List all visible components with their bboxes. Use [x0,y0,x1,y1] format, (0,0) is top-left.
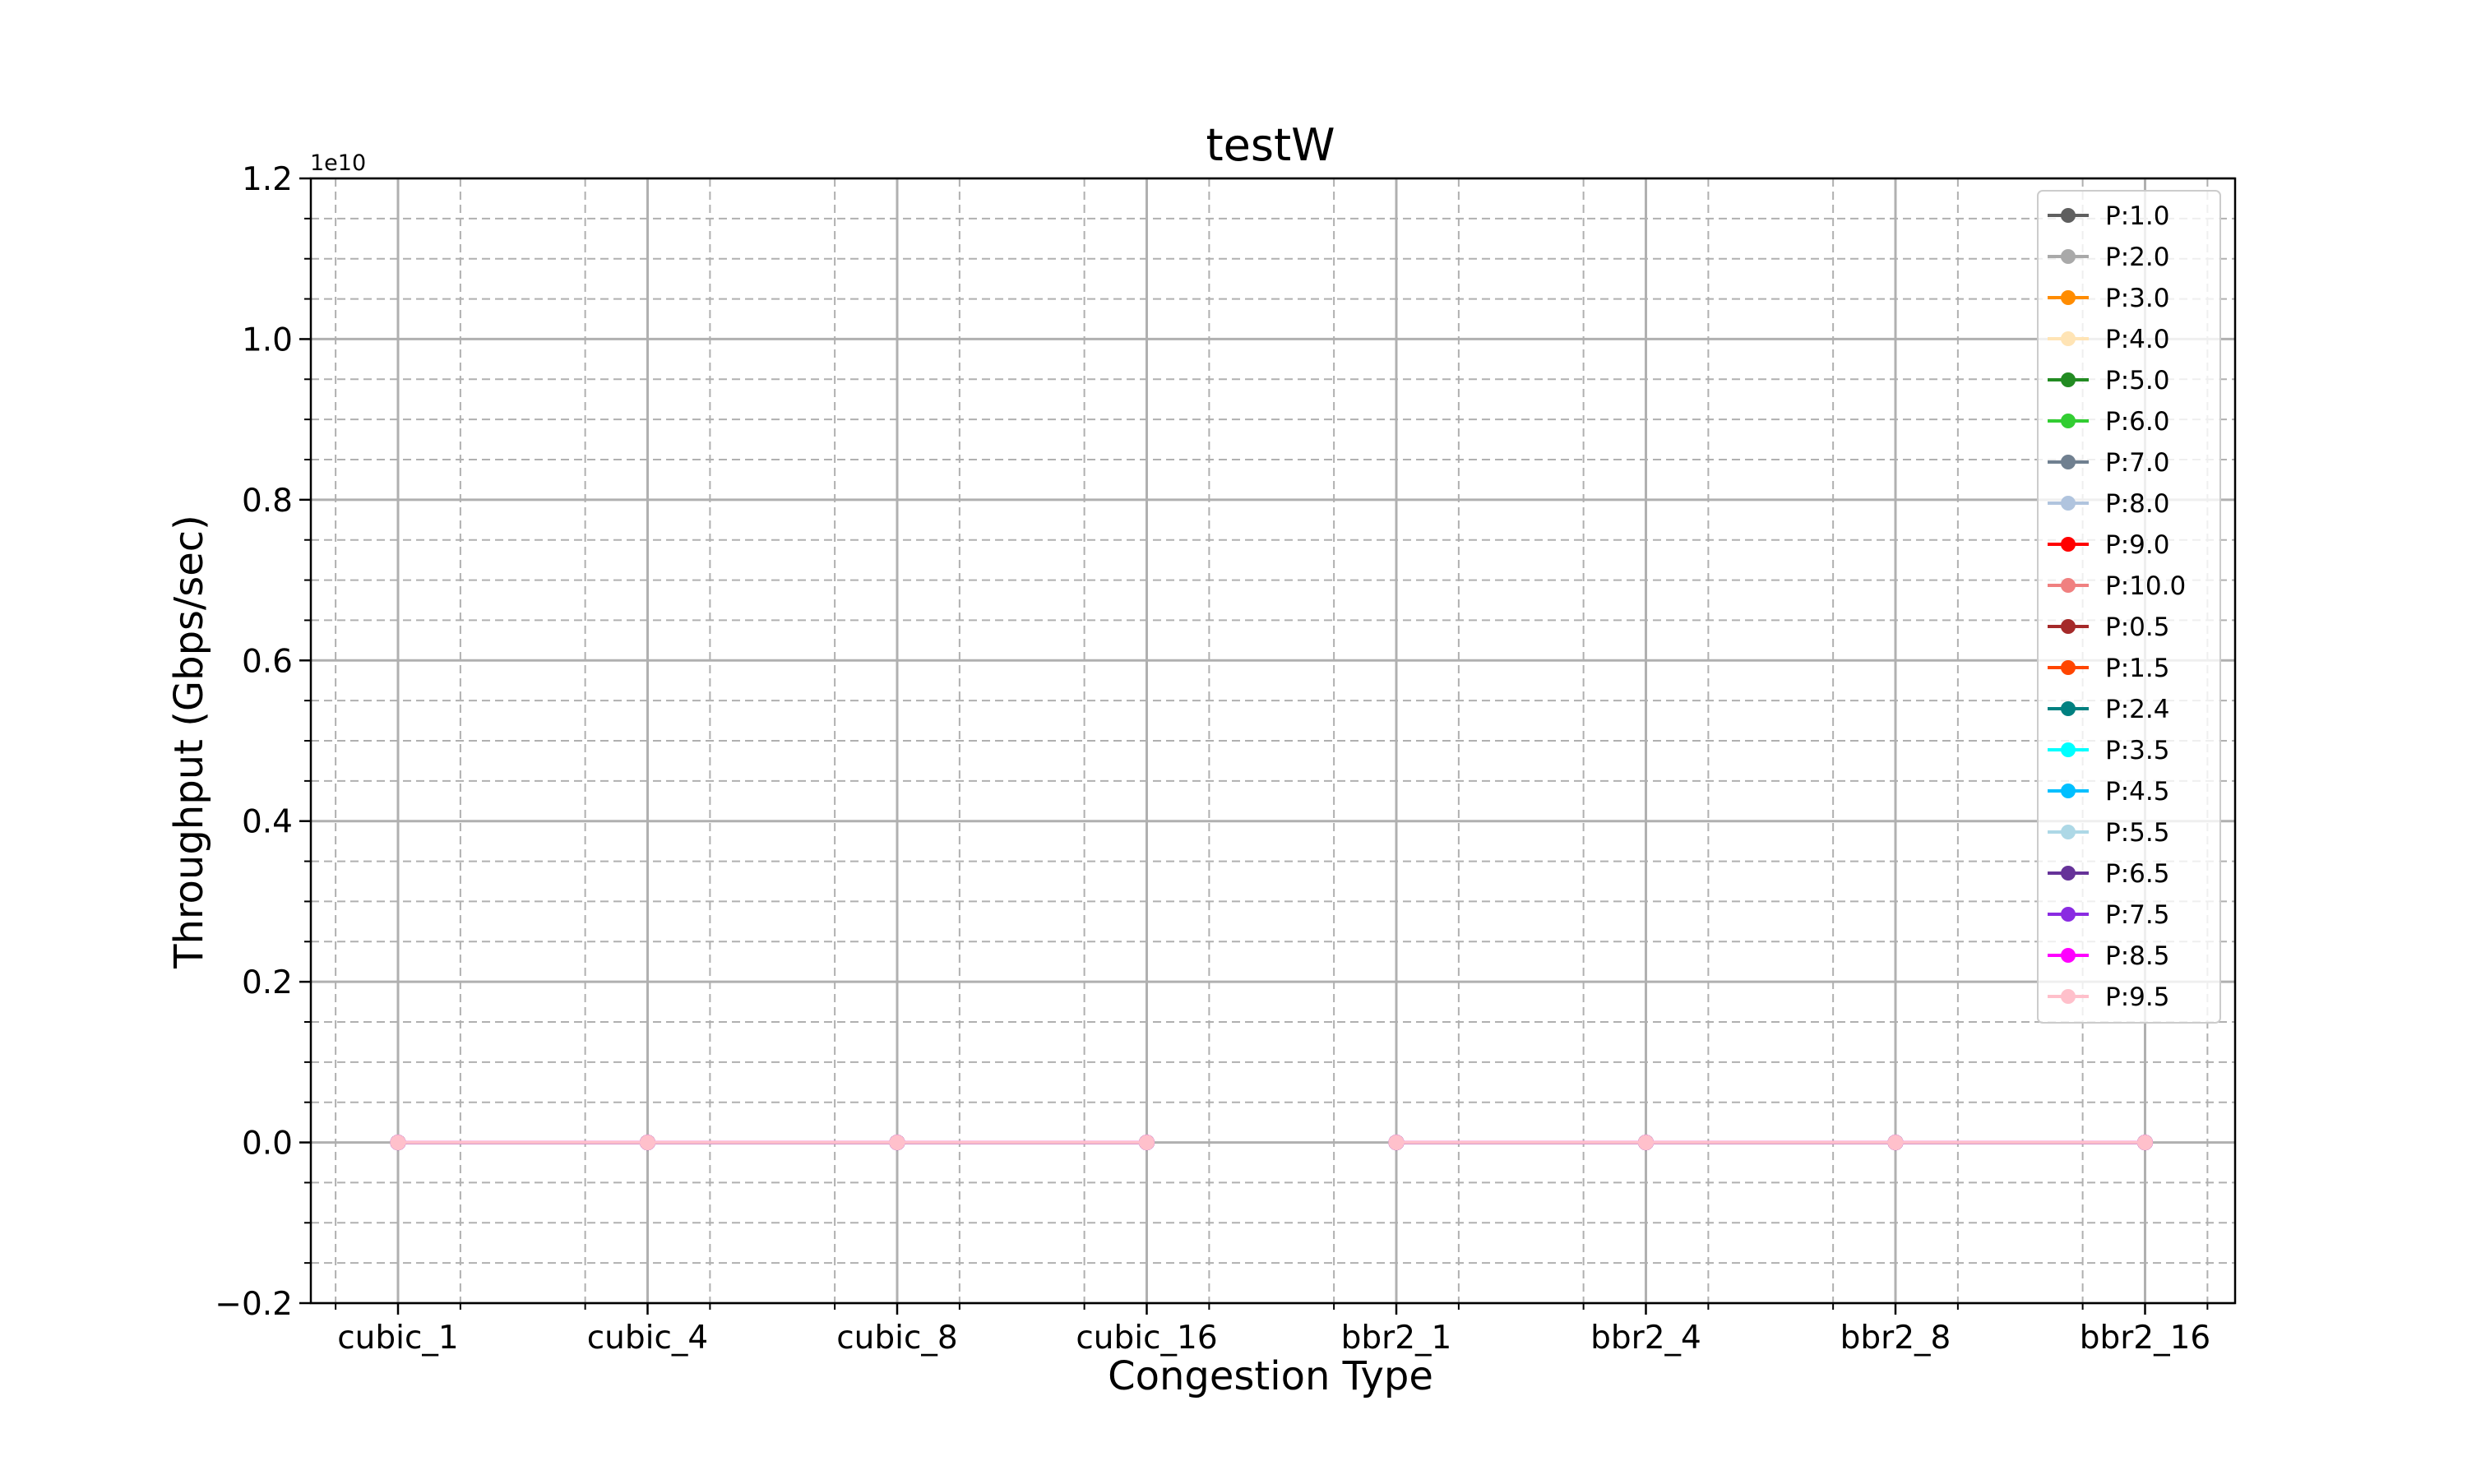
legend-label: P:6.5 [2105,859,2169,889]
legend-label: P:5.5 [2105,818,2169,848]
data-point [390,1135,406,1151]
legend-swatch-marker [2061,989,2076,1004]
x-axis-label: Congestion Type [1108,1353,1433,1399]
x-tick-label: cubic_8 [836,1320,958,1357]
legend-label: P:4.0 [2105,325,2169,354]
legend-label: P:9.5 [2105,982,2169,1012]
chart-title: testW [1206,119,1335,171]
x-tick-label: cubic_16 [1076,1320,1217,1357]
legend-label: P:6.0 [2105,407,2169,437]
legend-swatch-marker [2061,866,2076,881]
y-axis-label: Throughput (Gbps/sec) [166,515,212,969]
y-tick-label: 1.2 [242,161,293,198]
legend-swatch-marker [2061,372,2076,387]
legend-swatch-marker [2061,414,2076,428]
legend-swatch-marker [2061,619,2076,634]
axis-layer: −0.2 0.0 0.2 0.4 0.6 0.8 1.0 1.2 cubic_1 cubic_4 c… [215,161,2210,1357]
data-point [1887,1135,1904,1151]
legend-label: P:9.0 [2105,530,2169,560]
series-layer [390,1135,2153,1151]
legend-swatch-marker [2061,578,2076,593]
x-tick-label: cubic_1 [337,1320,459,1357]
legend-label: P:1.0 [2105,201,2169,231]
y-tick-label: 0.0 [242,1126,293,1163]
legend-label: P:3.0 [2105,284,2169,313]
legend-label: P:0.5 [2105,613,2169,642]
legend-swatch-marker [2061,660,2076,675]
legend-label: P:10.0 [2105,571,2186,601]
legend-label: P:4.5 [2105,777,2169,807]
x-tick-label: bbr2_1 [1341,1320,1452,1357]
y-offset-label: 1e10 [310,150,366,176]
legend-label: P:2.4 [2105,695,2169,724]
legend-label: P:7.0 [2105,448,2169,478]
data-point [889,1135,905,1151]
legend: P:1.0 P:2.0 P:3.0 P:4.0 P:5.0 P:6.0 P:7.0 P:8.0… [2037,190,2221,1024]
legend-swatch-marker [2061,496,2076,511]
legend-swatch-marker [2061,701,2076,716]
legend-swatch-marker [2061,948,2076,963]
data-point [640,1135,655,1151]
legend-label: P:3.5 [2105,736,2169,765]
legend-swatch-marker [2061,331,2076,346]
data-point [1388,1135,1405,1151]
x-tick-label: cubic_4 [587,1320,709,1357]
y-tick-label: 0.2 [242,964,293,1001]
legend-swatch-marker [2061,455,2076,469]
legend-label: P:2.0 [2105,243,2169,272]
legend-swatch-marker [2061,249,2076,264]
y-tick-label: 0.6 [242,643,293,680]
y-tick-label: −0.2 [215,1286,293,1323]
legend-swatch-marker [2061,290,2076,305]
legend-swatch-marker [2061,537,2076,552]
x-tick-label: bbr2_4 [1590,1320,1701,1357]
legend-swatch-marker [2061,742,2076,757]
x-tick-label: bbr2_16 [2080,1320,2211,1357]
legend-swatch-marker [2061,784,2076,798]
y-tick-label: 0.8 [242,483,293,520]
legend-label: P:8.0 [2105,489,2169,519]
data-point [1638,1135,1654,1151]
x-tick-label: bbr2_8 [1840,1320,1951,1357]
series-P:9.5 [390,1135,2153,1151]
legend-label: P:5.0 [2105,366,2169,395]
legend-swatch-marker [2061,208,2076,223]
data-point [1139,1135,1155,1151]
legend-label: P:1.5 [2105,654,2169,683]
y-tick-label: 0.4 [242,804,293,841]
legend-label: P:7.5 [2105,900,2169,930]
legend-box [2037,190,2221,1024]
legend-label: P:8.5 [2105,941,2169,971]
y-tick-label: 1.0 [242,321,293,358]
legend-swatch-marker [2061,825,2076,839]
legend-swatch-marker [2061,907,2076,922]
data-point [2137,1135,2153,1151]
